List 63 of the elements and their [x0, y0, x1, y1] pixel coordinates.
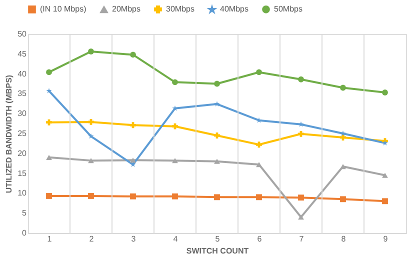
point [46, 154, 52, 160]
x-tick-label: 7 [299, 234, 304, 244]
point [130, 162, 136, 167]
point [256, 142, 262, 148]
y-tick-label: 15 [18, 168, 28, 178]
y-tick-label: 10 [18, 188, 28, 198]
x-tick-label: 4 [173, 234, 178, 244]
point [256, 69, 262, 76]
point [298, 76, 304, 82]
x-tick-label: 3 [131, 234, 136, 244]
point [256, 162, 262, 168]
x-tick-label: 2 [89, 234, 94, 244]
point [298, 130, 304, 137]
legend-label: 40Mbps [220, 4, 248, 14]
point [214, 194, 220, 200]
point [172, 79, 178, 86]
x-axis-title: SWITCH COUNT [186, 246, 249, 256]
point [46, 69, 52, 76]
y-tick-label: 50 [18, 30, 28, 38]
point [214, 101, 220, 106]
y-axis-title: UTILIZED BANDWIDTH (MBPS) [4, 74, 14, 194]
point [382, 198, 388, 204]
point [172, 193, 178, 200]
y-tick-label: 30 [18, 109, 28, 118]
y-tick-label: 45 [18, 49, 28, 58]
legend-label: 30Mbps [166, 4, 194, 14]
y-tick-label: 0 [22, 228, 28, 238]
y-tick-label: 40 [18, 69, 28, 78]
x-tick-label: 8 [341, 234, 346, 244]
point [46, 88, 52, 94]
x-tick-label: 6 [257, 234, 262, 244]
legend-label: 50Mbps [274, 4, 302, 14]
point [130, 193, 136, 200]
point [214, 80, 220, 87]
point [256, 194, 262, 200]
legend-label: 20Mbps [112, 4, 140, 14]
y-tick-label: 5 [22, 208, 28, 218]
point [298, 214, 304, 220]
point [46, 119, 52, 126]
point [172, 158, 178, 164]
point [130, 122, 136, 128]
point [340, 196, 346, 202]
point [214, 158, 220, 164]
point [340, 164, 346, 170]
x-tick-label: 1 [47, 234, 52, 244]
x-tick-label: 9 [383, 234, 388, 244]
point [130, 52, 136, 58]
y-tick-label: 35 [18, 89, 28, 98]
point [88, 48, 94, 54]
point [88, 158, 94, 164]
y-tick-label: 20 [18, 148, 28, 158]
point [172, 123, 178, 130]
point [382, 90, 388, 96]
point [46, 193, 52, 199]
legend-label: (IN 10 Mbps) [40, 4, 87, 14]
point [382, 172, 388, 178]
point [298, 194, 304, 201]
y-tick-label: 25 [18, 129, 28, 138]
x-tick-label: 5 [215, 234, 220, 244]
point [88, 193, 94, 199]
point [88, 133, 94, 139]
point [298, 121, 304, 127]
point [340, 84, 346, 91]
